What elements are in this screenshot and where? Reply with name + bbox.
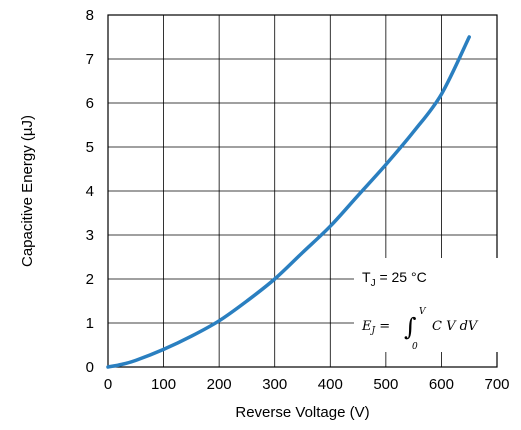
y-tick-label: 1 [86,315,94,332]
condition-value: = 25 °C [376,269,427,285]
formula-equals: = [375,319,390,334]
formula-integral: ∫ [404,313,417,341]
y-tick-label: 5 [86,139,94,156]
x-tick-label: 500 [373,376,398,393]
y-tick-label: 6 [86,95,94,112]
x-tick-label: 300 [262,376,287,393]
x-axis-title: Reverse Voltage (V) [235,404,369,421]
x-tick-label: 0 [104,376,112,393]
plot-frame [107,14,498,368]
y-axis-title: Capacitive Energy (µJ) [19,115,36,267]
y-tick-label: 0 [86,359,94,376]
x-tick-label: 100 [151,376,176,393]
x-tick-label: 700 [484,376,509,393]
x-tick-labels: 0 100 200 300 400 500 600 700 [104,376,510,393]
x-tick-label: 400 [318,376,343,393]
y-tick-labels: 0 1 2 3 4 5 6 7 8 [86,7,94,376]
condition-annotation: TJ = 25 °C [362,269,427,289]
formula-lower-limit: 0 [412,342,418,352]
condition-T: T [362,269,371,285]
formula-body: C V dV [432,319,479,334]
y-tick-label: 7 [86,51,94,68]
condition-subscript: J [371,278,376,289]
x-tick-label: 200 [207,376,232,393]
x-tick-label: 600 [429,376,454,393]
y-tick-label: 8 [86,7,94,24]
svg-text:EJ =: EJ = [361,319,390,336]
formula-lhs: E [361,319,372,334]
y-tick-label: 4 [86,183,94,200]
y-tick-label: 3 [86,227,94,244]
y-tick-label: 2 [86,271,94,288]
energy-formula: EJ = ∫ V 0 C V dV [361,307,479,352]
formula-upper-limit: V [419,307,427,317]
series-line [106,35,471,369]
annotation-box: TJ = 25 °C EJ = ∫ V 0 C V dV [354,258,499,352]
formula-lhs-subscript: J [370,326,377,336]
